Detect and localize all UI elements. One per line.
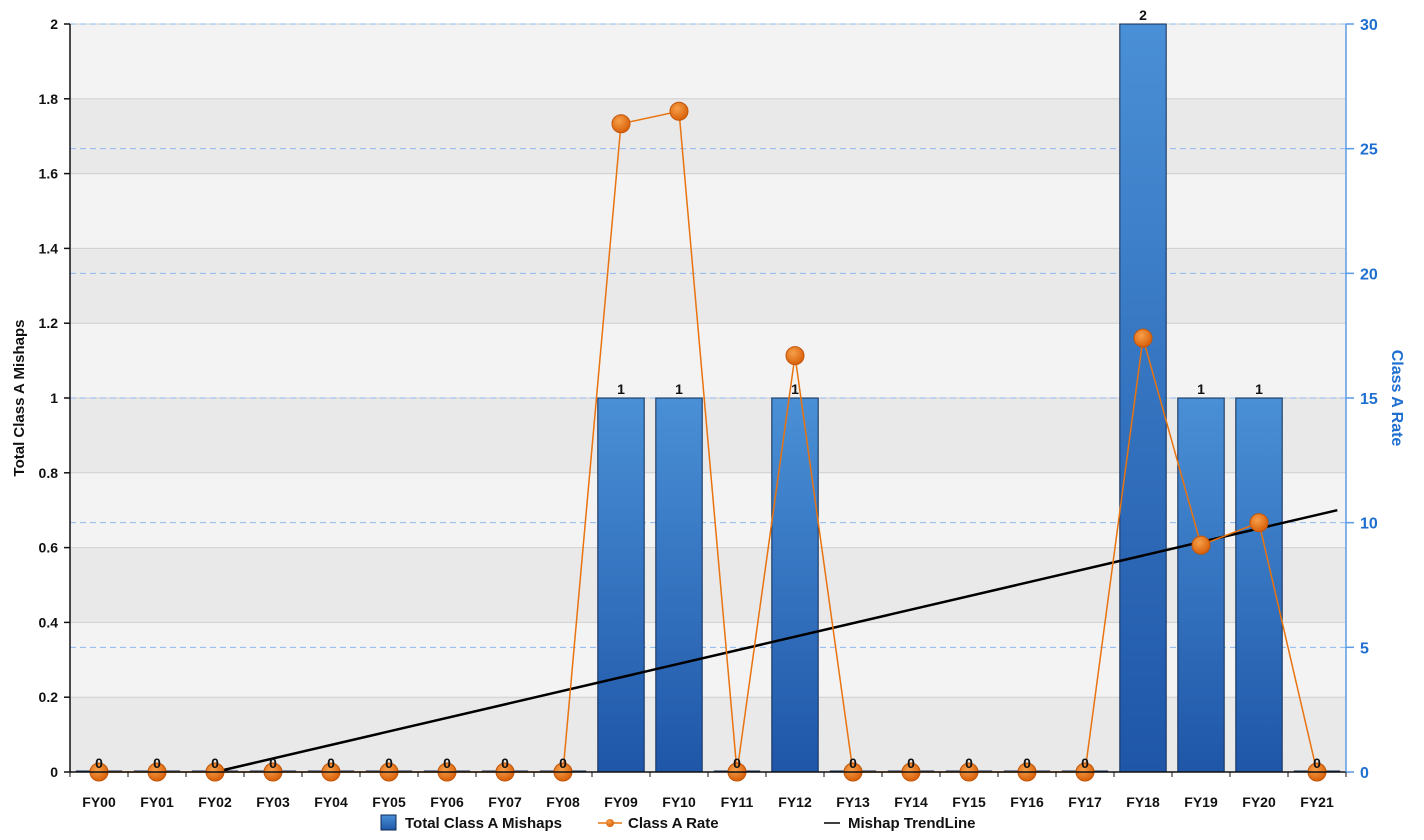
mishap-trendline (214, 508, 1338, 774)
bar-fy18 (1119, 23, 1167, 773)
x-tick-label: FY20 (1242, 794, 1276, 810)
bar-value-label: 1 (617, 381, 625, 397)
y-axis-title: Total Class A Mishaps (11, 320, 28, 477)
left-tick-label: 1.6 (39, 166, 59, 182)
right-tick-label: 15 (1360, 391, 1378, 408)
bar-value-label: 0 (1313, 755, 1321, 771)
bar-value-label: 2 (1139, 7, 1147, 23)
bar-value-label: 0 (385, 755, 393, 771)
x-tick-label: FY10 (662, 794, 696, 810)
x-tick-label: FY17 (1068, 794, 1102, 810)
right-tick-label: 10 (1360, 516, 1378, 533)
x-tick-label: FY05 (372, 794, 406, 810)
x-tick-label: FY19 (1184, 794, 1218, 810)
x-tick-label: FY21 (1300, 794, 1334, 810)
bar-fy19 (1177, 397, 1225, 773)
bar-data-labels: 0 0 0 0 0 0 0 0 0 1 1 0 1 0 0 0 0 0 2 1 1 0 (95, 7, 1321, 771)
rate-point-fy20 (1249, 513, 1269, 533)
legend-label-mishaps: Total Class A Mishaps (405, 815, 562, 832)
x-tick-label: FY03 (256, 794, 290, 810)
left-tick-label: 1.4 (39, 240, 59, 256)
bar-value-label: 0 (849, 755, 857, 771)
x-tick-label: FY02 (198, 794, 232, 810)
bar-value-label: 1 (791, 381, 799, 397)
left-tick-label: 1 (50, 390, 58, 406)
x-tick-label: FY12 (778, 794, 812, 810)
left-tick-label: 0.4 (39, 614, 59, 630)
x-tick-label: FY06 (430, 794, 464, 810)
bar-value-label: 0 (327, 755, 335, 771)
bar-value-label: 0 (1023, 755, 1031, 771)
rate-point-fy09 (611, 114, 631, 134)
x-tick-label: FY08 (546, 794, 580, 810)
bar-value-label: 0 (733, 755, 741, 771)
x-tick-label: FY18 (1126, 794, 1160, 810)
x-tick-label: FY00 (82, 794, 116, 810)
bar-fy09 (597, 397, 645, 773)
right-tick-label: 30 (1360, 17, 1378, 34)
x-tick-label: FY13 (836, 794, 870, 810)
bar-fy12 (771, 397, 819, 773)
left-tick-label: 0.6 (39, 540, 59, 556)
legend-label-trend: Mishap TrendLine (848, 815, 976, 832)
rate-point-fy18 (1133, 328, 1153, 348)
bar-value-label: 0 (443, 755, 451, 771)
rate-point-fy10 (669, 101, 689, 121)
rate-point-fy12 (785, 346, 805, 366)
legend: Total Class A Mishaps Class A Rate Mishap … (380, 814, 976, 832)
trend-series (214, 508, 1338, 774)
bar-value-label: 0 (907, 755, 915, 771)
left-tick-label: 1.8 (39, 91, 59, 107)
right-tick-label: 20 (1360, 266, 1378, 283)
bar-fy10 (655, 397, 703, 773)
x-tick-label: FY04 (314, 794, 348, 810)
legend-rate-swatch-dot (606, 819, 614, 827)
bar-fy20 (1235, 397, 1283, 773)
bar-value-label: 1 (1255, 381, 1263, 397)
bar-value-label: 0 (153, 755, 161, 771)
right-tick-label: 25 (1360, 142, 1378, 159)
y-axis-right-title: Class A Rate (1388, 350, 1405, 447)
rate-point-fy19 (1191, 535, 1211, 555)
bar-value-label: 1 (675, 381, 683, 397)
left-tick-label: 1.2 (39, 315, 59, 331)
x-tick-label: FY09 (604, 794, 638, 810)
left-tick-label: 2 (50, 16, 58, 32)
x-tick-label: FY14 (894, 794, 928, 810)
bar-value-label: 0 (211, 755, 219, 771)
left-tick-label: 0 (50, 764, 58, 780)
bar-value-label: 0 (1081, 755, 1089, 771)
bar-value-label: 0 (559, 755, 567, 771)
x-tick-label: FY11 (721, 794, 754, 810)
bar-value-label: 0 (95, 755, 103, 771)
bar-value-label: 0 (965, 755, 973, 771)
legend-bar-swatch (380, 814, 397, 831)
x-tick-label: FY07 (488, 794, 522, 810)
right-tick-label: 5 (1360, 640, 1369, 657)
right-tick-label: 0 (1360, 765, 1369, 782)
legend-label-rate: Class A Rate (628, 815, 719, 832)
bar-value-label: 0 (501, 755, 509, 771)
left-tick-label: 0.2 (39, 689, 59, 705)
bar-value-label: 1 (1197, 381, 1205, 397)
axes: 00.20.40.60.811.21.41.61.82051015202530F… (11, 16, 1405, 810)
bar-value-label: 0 (269, 755, 277, 771)
bar-series (75, 23, 1341, 773)
x-tick-label: FY15 (952, 794, 986, 810)
left-tick-label: 0.8 (39, 465, 59, 481)
x-tick-label: FY16 (1010, 794, 1044, 810)
x-tick-label: FY01 (140, 794, 174, 810)
